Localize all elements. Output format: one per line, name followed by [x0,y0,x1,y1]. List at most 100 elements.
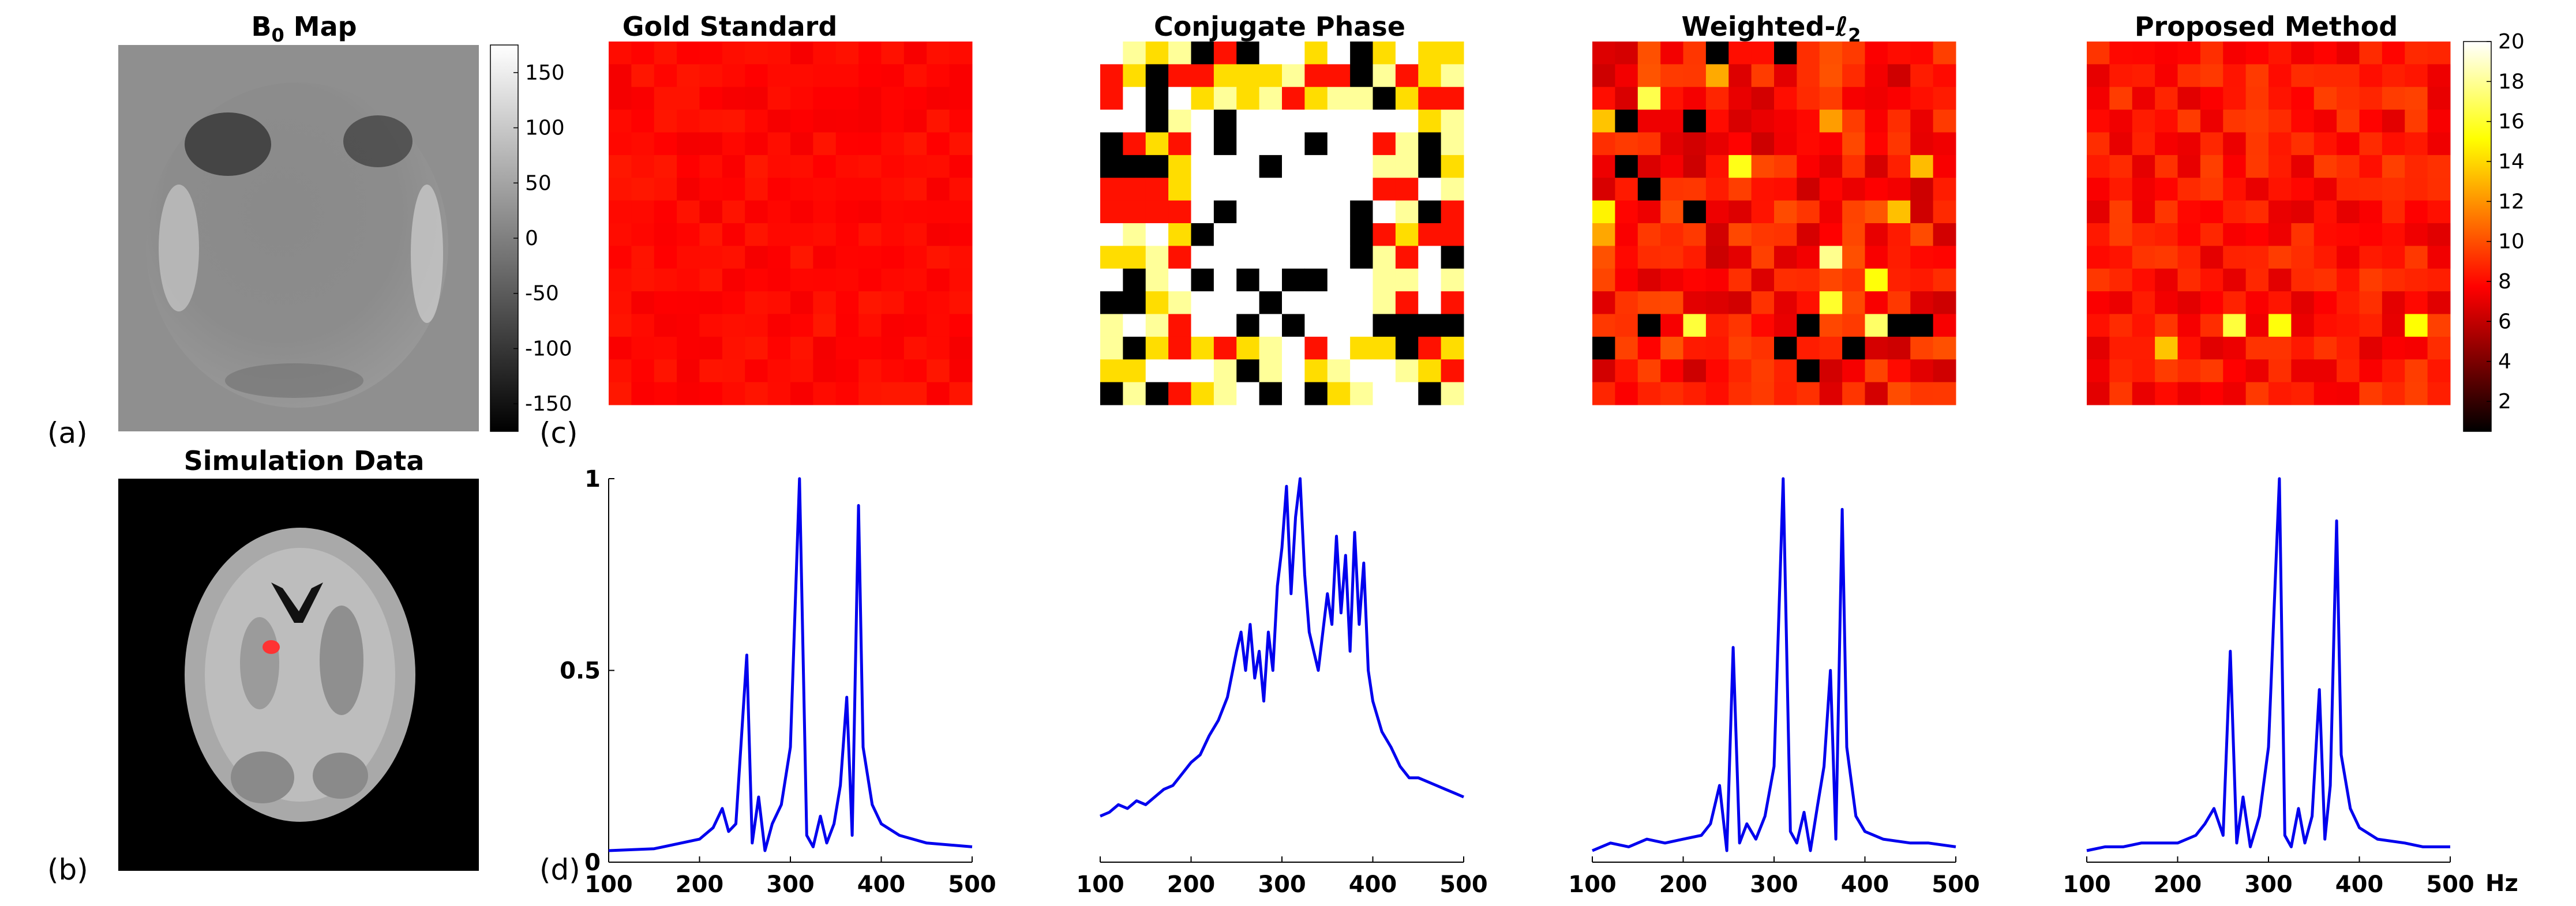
heatmap-cell [654,155,677,178]
heatmap-cell [2155,246,2178,269]
heatmap-cell [2200,223,2223,246]
heatmap-cell [1910,223,1934,246]
heatmap-cell [2132,246,2155,269]
heatmap-cell [2268,291,2292,314]
heatmap-cell [609,336,632,360]
heatmap-cell [1191,200,1214,224]
heatmap-cell [699,178,723,201]
heatmap-cell [2087,42,2110,65]
heatmap-cell [1887,223,1911,246]
heatmap-cell [2223,110,2247,133]
heatmap-cell [2405,178,2428,201]
heatmap-cell [1123,336,1146,360]
heatmap-cell [1441,314,1464,337]
heatmap-cell [1327,314,1351,337]
heatmap-cell [1842,336,1865,360]
heatmap-cell [2155,42,2178,65]
heatmap-cell [1418,178,1442,201]
heatmap-cell [2087,268,2110,292]
spectrum-y-tick-label: 1 [584,466,601,493]
heatmap-cell [1441,110,1464,133]
heatmap-cell [1887,382,1911,405]
heatmap-cell [903,200,927,224]
heatmap-cell [790,268,813,292]
heatmap-cell [1191,178,1214,201]
heatmap-cell [609,200,632,224]
heatmap-grid-proposed [2087,42,2451,405]
heatmap-cell [1395,87,1419,110]
heatmap-cell [2087,110,2110,133]
heatmap-cell [1683,42,1707,65]
heatmap-cell [2177,246,2201,269]
heatmap-cell [903,246,927,269]
heatmap-cell [699,336,723,360]
heatmap-cell [1304,223,1328,246]
heatmap-cell [1236,178,1260,201]
heatmap-cell [1168,246,1191,269]
heatmap-cell [2223,87,2247,110]
heatmap-gold-standard: Gold Standard [609,11,973,405]
heatmap-cell [722,268,745,292]
heatmap-cell [2291,178,2315,201]
heatmap-cell [2313,382,2337,405]
heatmap-cell [1887,64,1911,88]
heatmap-cell [2427,64,2451,88]
heatmap-cell [1615,200,1638,224]
heatmap-cell [2245,359,2269,383]
heatmap-cell [2313,291,2337,314]
spectrum-x-tick-label: 200 [2154,871,2202,898]
heatmap-cell [903,110,927,133]
heatmap-cell [1819,359,1843,383]
heatmap-cell [745,336,768,360]
heatmap-cell [1213,223,1237,246]
heatmap-cell [1259,336,1283,360]
heatmap-cell [1373,155,1396,178]
heatmap-cell [1592,246,1615,269]
heatmap-cell [2132,200,2155,224]
heatmap-cell [1327,336,1351,360]
heatmap-cell [1259,246,1283,269]
heatmap-cell [745,314,768,337]
heatmap-cell [1751,359,1775,383]
heatmap-cell [813,359,837,383]
heatmap-cell [1887,200,1911,224]
heatmap-cell [1373,87,1396,110]
heatmap-cell [1213,178,1237,201]
heatmap-cell [609,110,632,133]
b0-colorbar-tick-label: -150 [525,392,572,416]
heatmap-cell [949,223,973,246]
heatmap-cell [677,268,700,292]
heatmap-cell [1100,223,1123,246]
heatmap-cell [677,246,700,269]
heatmap-cell [1304,336,1328,360]
heatmap-cell [654,382,677,405]
heatmap-cell [1100,382,1123,405]
heatmap-cell [722,178,745,201]
heatmap-cell [1236,110,1260,133]
heatmap-cell [1910,87,1934,110]
heatmap-cell [2359,359,2383,383]
panel-label-d: (d) [539,853,580,886]
heatmap-cell [2405,314,2428,337]
heatmap-cell [699,64,723,88]
heatmap-cell [1441,42,1464,65]
b0-map-title: B0 Map [251,11,357,46]
heatmap-cell [949,291,973,314]
heatmap-cell [2359,268,2383,292]
heatmap-cell [949,268,973,292]
heatmap-cell [2268,87,2292,110]
heatmap-cell [1728,178,1752,201]
heatmap-cell [1259,132,1283,156]
heatmap-cell [1145,336,1169,360]
heatmap-cell [609,291,632,314]
heatmap-cell [2087,200,2110,224]
heatmap-cell [1751,268,1775,292]
heatmap-cell [2132,110,2155,133]
heatmap-cell [1282,200,1305,224]
heatmap-cell [1259,87,1283,110]
heatmap-cell [631,314,655,337]
heatmap-cell [2087,223,2110,246]
heatmap-cell [1865,223,1888,246]
heatmap-cell [1751,223,1775,246]
simulation-brain-inner [205,548,395,802]
